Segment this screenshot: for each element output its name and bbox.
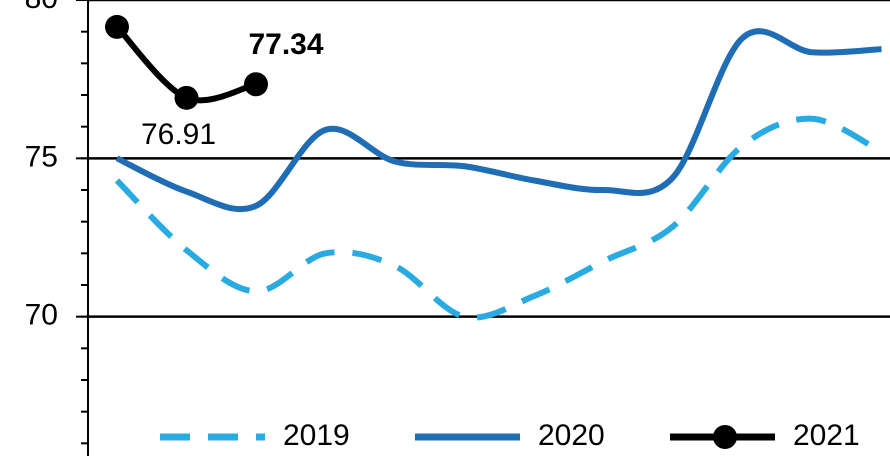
legend-label: 2020 [538, 419, 605, 452]
y-tick-label: 80 [25, 0, 58, 15]
marker [174, 85, 199, 110]
data-label: 77.34 [248, 28, 323, 61]
y-tick-label: 75 [25, 140, 58, 173]
series-line [114, 115, 883, 321]
data-label: 76.91 [141, 118, 216, 151]
legend-label: 2021 [793, 419, 860, 452]
marker [244, 72, 268, 97]
y-tick-label: 70 [25, 299, 58, 332]
legend-marker [713, 425, 737, 449]
marker [105, 14, 129, 39]
legend-label: 2019 [283, 419, 350, 452]
series-line [115, 28, 882, 213]
